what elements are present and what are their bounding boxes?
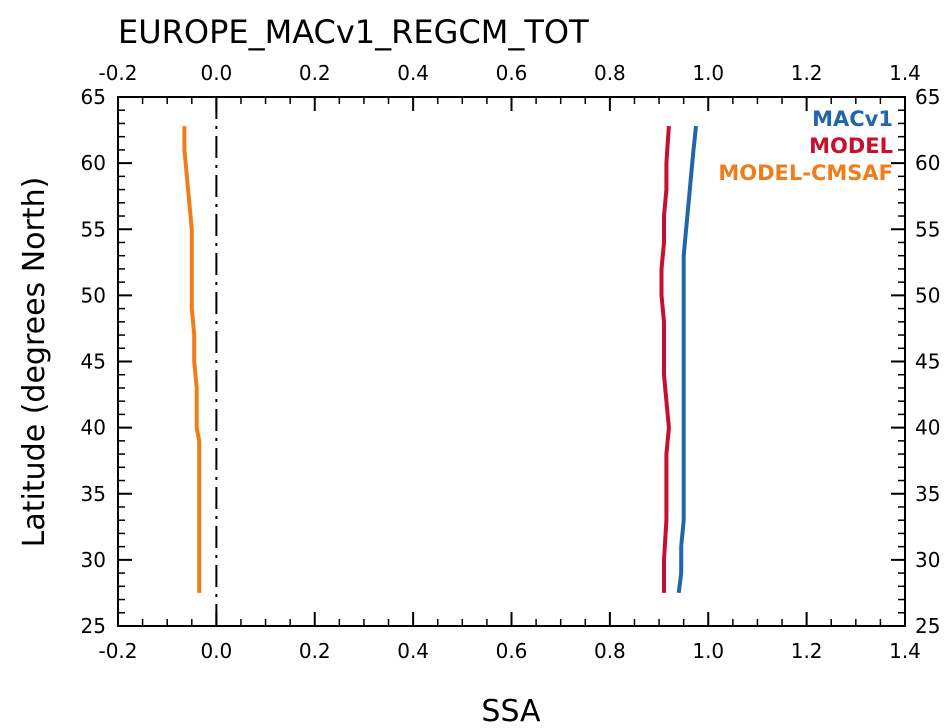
x-tick-label-bottom: 1.4 (889, 639, 921, 663)
x-tick-label-top: 0.8 (594, 61, 626, 85)
y-tick-label-right: 50 (915, 283, 940, 307)
y-tick-label-left: 40 (81, 416, 106, 440)
y-tick-label-left: 60 (81, 151, 106, 175)
series-layer (182, 125, 698, 594)
x-tick-label-bottom: 0.0 (200, 639, 232, 663)
y-tick-label-right: 25 (915, 614, 940, 638)
x-tick-label-bottom: -0.2 (98, 639, 137, 663)
x-tick-label-top: 0.0 (200, 61, 232, 85)
x-tick-label-top: 0.2 (299, 61, 331, 85)
x-tick-label-bottom: 1.0 (692, 639, 724, 663)
legend: MACv1 MODEL MODEL-CMSAF (718, 107, 893, 185)
x-tick-label-top: 1.4 (889, 61, 921, 85)
y-tick-label-left: 25 (81, 614, 106, 638)
y-axis-label: Latitude (degrees North) (17, 177, 52, 548)
x-tick-label-top: 0.4 (397, 61, 429, 85)
x-tick-label-bottom: 0.2 (299, 639, 331, 663)
legend-entry-model: MODEL (809, 134, 893, 158)
chart-title: EUROPE_MACv1_REGCM_TOT (118, 13, 589, 51)
legend-entry-model-cmsaf: MODEL-CMSAF (718, 161, 893, 185)
series-line-model (659, 125, 671, 593)
y-tick-label-right: 55 (915, 217, 940, 241)
y-tick-label-left: 55 (81, 217, 106, 241)
y-tick-label-left: 45 (81, 350, 106, 374)
x-tick-label-bottom: 0.6 (496, 639, 528, 663)
y-tick-label-right: 40 (915, 416, 940, 440)
y-tick-label-right: 35 (915, 482, 940, 506)
y-tick-label-right: 45 (915, 350, 940, 374)
x-tick-label-bottom: 0.8 (594, 639, 626, 663)
x-tick-label-top: 1.2 (791, 61, 823, 85)
ticks-layer: -0.2 -0.2 0.0 0.0 0.2 0.2 0.4 0.4 0.6 0.6 0.8 0.8 1.… (81, 61, 941, 663)
y-tick-label-left: 30 (81, 548, 106, 572)
x-tick-label-top: 0.6 (496, 61, 528, 85)
legend-entry-macv1: MACv1 (812, 107, 893, 131)
x-tick-label-top: 1.0 (692, 61, 724, 85)
y-tick-label-right: 65 (915, 85, 940, 109)
y-tick-label-left: 65 (81, 85, 106, 109)
y-tick-label-right: 30 (915, 548, 940, 572)
x-axis-label: SSA (481, 694, 541, 728)
x-tick-label-bottom: 0.4 (397, 639, 429, 663)
series-line-model-cmsaf (182, 126, 202, 593)
y-tick-label-right: 60 (915, 151, 940, 175)
x-tick-label-top: -0.2 (98, 61, 137, 85)
series-line-macv1 (676, 125, 698, 594)
y-tick-label-left: 50 (81, 283, 106, 307)
y-tick-label-left: 35 (81, 482, 106, 506)
x-tick-label-bottom: 1.2 (791, 639, 823, 663)
